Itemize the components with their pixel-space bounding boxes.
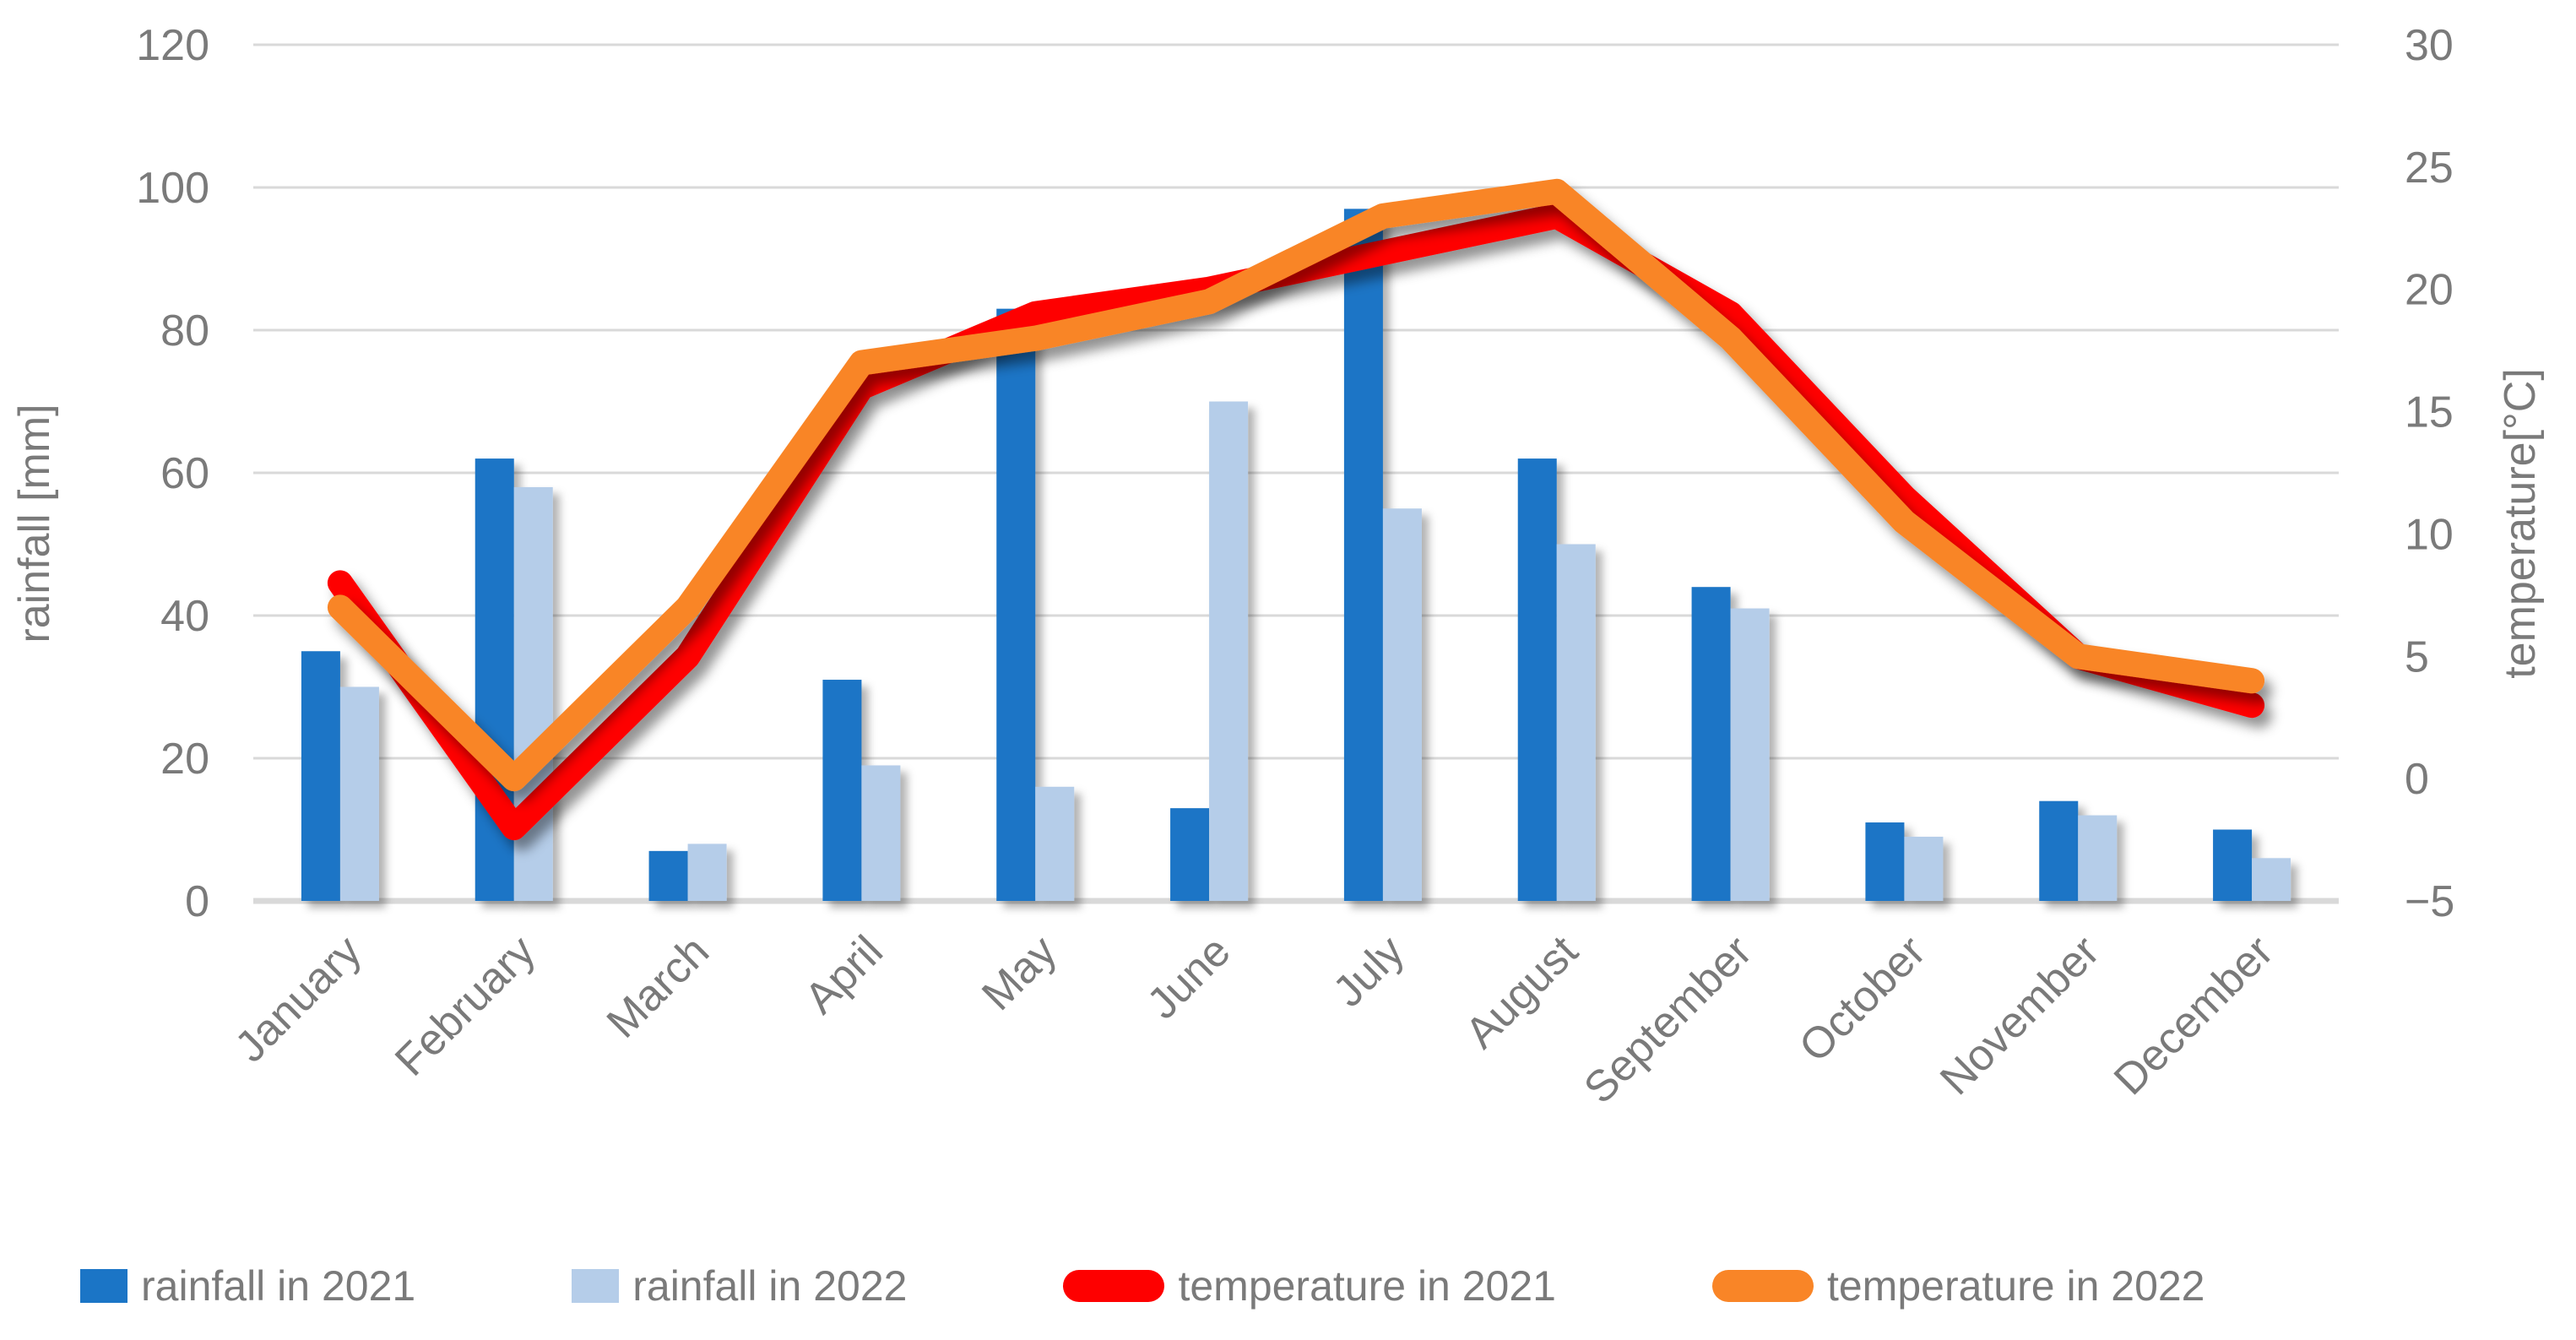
bar-rainfall-in-2022-April [861, 765, 901, 901]
right-axis-tick-label: 25 [2405, 144, 2454, 193]
right-axis-tick-label: 15 [2405, 388, 2454, 437]
left-axis-tick-label: 100 [136, 164, 209, 213]
month-label: February [386, 926, 545, 1085]
bar-rainfall-in-2021-June [1170, 808, 1210, 901]
month-label: November [1931, 926, 2109, 1104]
left-axis-tick-labels: 0 20 40 60 80 100 120 [136, 21, 209, 926]
month-label: September [1575, 926, 1761, 1113]
bar-rainfall-in-2022-May [1035, 786, 1075, 901]
bar-rainfall-in-2022-December [2252, 858, 2291, 901]
rainfall-2021-swatch-icon [80, 1269, 127, 1303]
month-labels: January February March April May June July Augu… [226, 926, 2283, 1113]
right-axis-tick-labels: −5 0 5 10 15 20 25 30 [2405, 21, 2454, 926]
bar-rainfall-in-2021-November [2039, 800, 2079, 901]
bar-rainfall-in-2022-June [1209, 401, 1249, 901]
month-label: May [973, 926, 1066, 1019]
rainfall-bars [301, 209, 2291, 902]
left-axis-tick-label: 40 [160, 592, 209, 641]
legend-label: temperature in 2021 [1178, 1262, 1556, 1310]
rainfall-2022-swatch-icon [572, 1269, 620, 1303]
month-label: January [226, 926, 371, 1071]
bar-rainfall-in-2021-December [2213, 829, 2253, 901]
bar-rainfall-in-2021-April [822, 680, 862, 901]
month-label: June [1138, 926, 1240, 1028]
right-axis-tick-label: 20 [2405, 266, 2454, 315]
left-axis-tick-label: 120 [136, 21, 209, 70]
left-axis-title: rainfall [mm] [10, 404, 59, 643]
right-axis-tick-label: 5 [2405, 632, 2429, 681]
bar-rainfall-in-2021-May [996, 308, 1036, 901]
chart-legend: rainfall in 2021 rainfall in 2022 temper… [0, 1240, 2576, 1332]
bar-rainfall-in-2022-February [513, 486, 553, 901]
line-temperature-in-2021 [327, 203, 2265, 841]
left-axis-tick-label: 80 [160, 307, 209, 355]
right-axis-tick-label: 30 [2405, 21, 2454, 70]
right-axis-title: temperature[°C] [2496, 368, 2545, 679]
bar-rainfall-in-2021-January [301, 651, 340, 901]
bar-rainfall-in-2021-September [1691, 587, 1731, 901]
bar-rainfall-in-2022-July [1382, 508, 1422, 901]
bar-rainfall-in-2022-August [1556, 544, 1596, 901]
temperature-lines [327, 178, 2265, 841]
bar-rainfall-in-2021-October [1865, 822, 1905, 901]
month-label: December [2105, 926, 2283, 1104]
temperature-2022-swatch-icon [1711, 1270, 1814, 1302]
month-label: July [1324, 926, 1413, 1016]
legend-item-temperature-2022: temperature in 2022 [1711, 1261, 2205, 1310]
bar-rainfall-in-2022-November [2078, 815, 2118, 901]
legend-label: rainfall in 2021 [141, 1262, 416, 1310]
month-label: March [598, 926, 719, 1047]
bar-rainfall-in-2021-August [1517, 458, 1557, 901]
legend-item-temperature-2021: temperature in 2021 [1063, 1261, 1556, 1310]
temperature-2021-swatch-icon [1063, 1270, 1165, 1302]
right-axis-tick-label: −5 [2405, 877, 2454, 926]
right-axis-tick-label: 10 [2405, 510, 2454, 559]
bar-rainfall-in-2022-October [1904, 836, 1944, 901]
month-label: April [795, 926, 892, 1023]
left-axis-tick-label: 20 [160, 735, 209, 784]
legend-label: temperature in 2022 [1826, 1262, 2205, 1310]
left-axis-tick-label: 60 [160, 449, 209, 498]
bar-rainfall-in-2022-March [687, 844, 727, 901]
month-label: August [1456, 926, 1588, 1058]
bar-rainfall-in-2021-July [1343, 209, 1383, 902]
left-axis-tick-label: 0 [185, 877, 209, 926]
bar-rainfall-in-2022-January [339, 686, 379, 901]
legend-label: rainfall in 2022 [632, 1262, 908, 1310]
line-temperature-in-2022 [327, 178, 2265, 792]
legend-item-rainfall-2021: rainfall in 2021 [80, 1261, 415, 1310]
bar-rainfall-in-2022-September [1730, 608, 1770, 901]
legend-item-rainfall-2022: rainfall in 2022 [572, 1261, 907, 1310]
bar-rainfall-in-2021-March [648, 850, 688, 901]
right-axis-tick-label: 0 [2405, 755, 2429, 804]
month-label: October [1790, 926, 1935, 1071]
